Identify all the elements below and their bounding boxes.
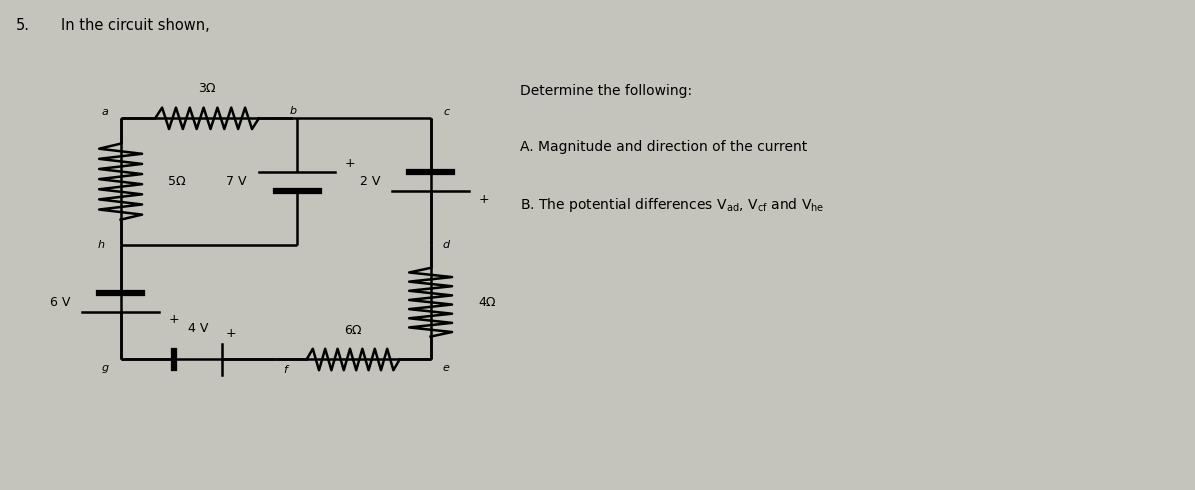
Text: d: d [442, 240, 449, 250]
Text: +: + [226, 327, 237, 340]
Text: Determine the following:: Determine the following: [520, 84, 692, 98]
Text: +: + [344, 157, 355, 171]
Text: 5.: 5. [16, 19, 30, 33]
Text: A. Magnitude and direction of the current: A. Magnitude and direction of the curren… [520, 140, 808, 154]
Text: 5Ω: 5Ω [168, 175, 186, 188]
Text: c: c [443, 107, 449, 118]
Text: 6 V: 6 V [50, 296, 71, 309]
Text: 4Ω: 4Ω [478, 296, 496, 309]
Text: g: g [102, 363, 109, 373]
Text: b: b [290, 105, 298, 116]
Text: f: f [283, 365, 287, 375]
Text: 7 V: 7 V [227, 175, 247, 188]
Text: a: a [102, 107, 109, 118]
Text: In the circuit shown,: In the circuit shown, [61, 19, 210, 33]
Text: +: + [478, 193, 489, 206]
Text: e: e [442, 363, 449, 373]
Text: B. The potential differences V$_\mathregular{ad}$, V$_\mathregular{cf}$ and V$_\: B. The potential differences V$_\mathreg… [520, 196, 825, 214]
Text: 6Ω: 6Ω [344, 323, 362, 337]
Text: 3Ω: 3Ω [198, 82, 216, 96]
Text: 2 V: 2 V [360, 175, 380, 188]
Text: +: + [168, 314, 179, 326]
Text: 4 V: 4 V [188, 322, 208, 335]
Text: h: h [98, 240, 105, 250]
